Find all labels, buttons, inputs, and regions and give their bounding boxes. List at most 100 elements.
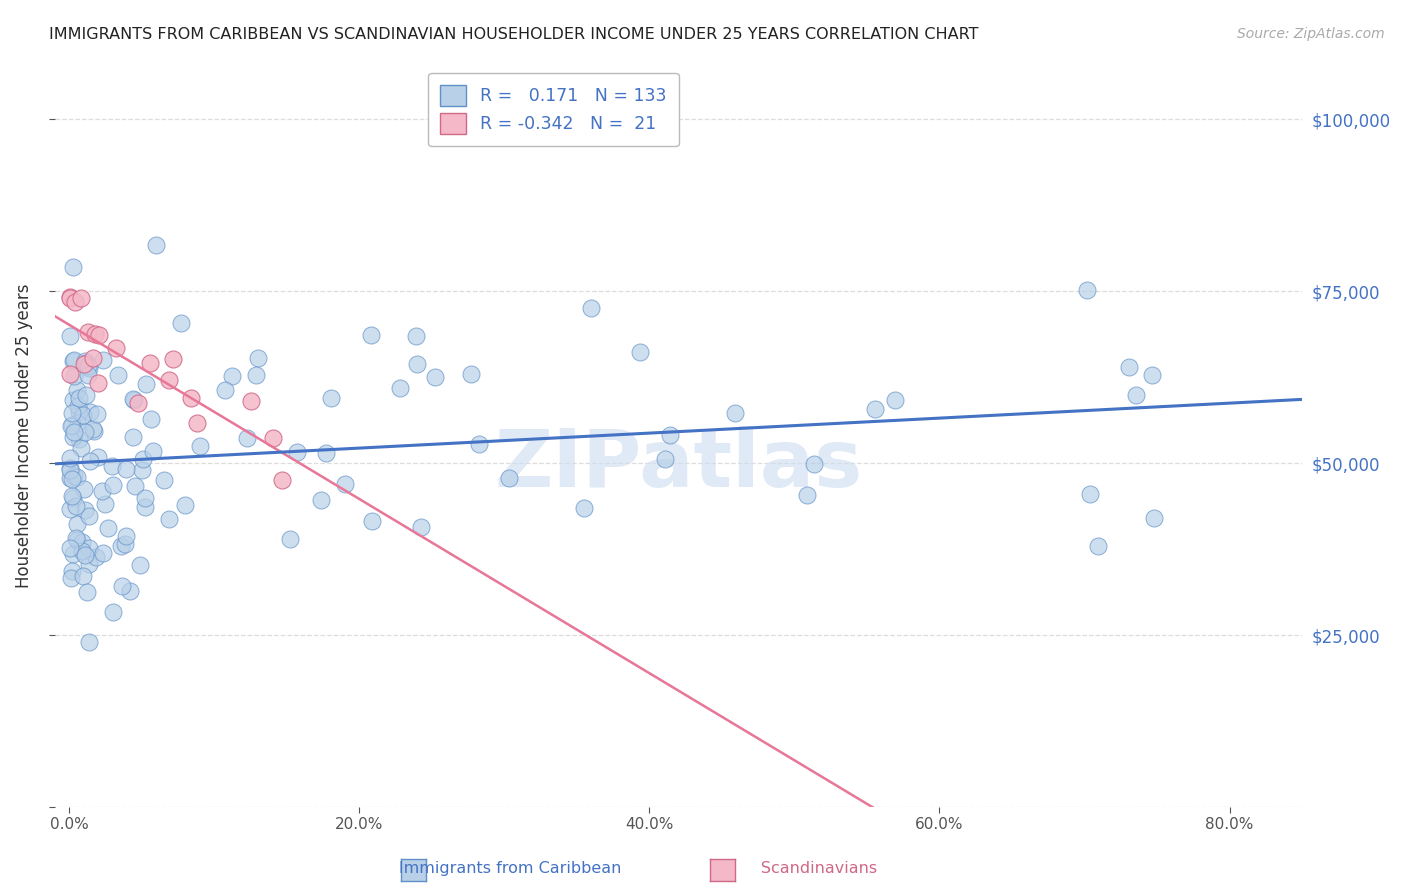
Point [86,407,108,421]
Point [262,431,284,445]
Text: Source: ZipAtlas.com: Source: ZipAtlas.com [1237,27,1385,41]
Point [180,391,202,405]
Point [468,436,491,450]
Point [131,463,153,477]
Point [104,341,127,355]
Point [69,291,91,305]
Point [79,454,101,468]
Point [1078,487,1101,501]
Point [135,377,157,392]
Point [59,541,82,556]
Point [77,359,100,373]
Point [142,444,165,458]
Point [120,584,142,599]
Point [66,383,89,397]
Point [333,477,356,491]
Point [91,353,114,368]
Point [321,392,343,406]
Point [423,370,446,384]
Point [97,521,120,535]
Point [162,351,184,366]
Point [405,329,427,343]
Point [654,452,676,467]
Point [59,367,82,381]
Point [101,605,124,619]
Point [87,376,110,390]
Point [63,353,86,368]
Legend: R =   0.171   N = 133, R = -0.342   N =  21: R = 0.171 N = 133, R = -0.342 N = 21 [429,73,679,146]
Point [124,478,146,492]
Point [361,514,384,528]
Point [59,291,82,305]
Point [111,579,134,593]
Point [75,503,97,517]
Point [122,430,145,444]
Point [63,469,86,483]
Point [153,473,176,487]
Point [863,402,886,417]
Point [59,501,82,516]
Point [214,384,236,398]
Point [79,405,101,419]
Point [59,471,82,485]
Point [76,584,98,599]
Point [572,501,595,516]
Point [73,425,96,439]
Point [1087,540,1109,554]
Point [65,533,87,548]
Point [65,470,87,484]
Point [246,351,269,365]
Point [63,294,86,309]
Y-axis label: Householder Income Under 25 years: Householder Income Under 25 years [15,284,32,588]
Point [107,368,129,382]
Point [59,461,82,475]
Point [73,482,96,496]
Point [72,408,94,422]
Point [84,549,107,564]
Point [235,431,257,445]
Point [221,369,243,384]
Point [77,541,100,555]
Point [134,491,156,505]
Point [83,424,105,438]
Point [77,557,100,571]
Point [100,458,122,473]
Point [66,416,89,430]
Point [145,237,167,252]
Point [188,439,211,453]
Point [59,450,82,465]
Text: IMMIGRANTS FROM CARIBBEAN VS SCANDINAVIAN HOUSEHOLDER INCOME UNDER 25 YEARS CORR: IMMIGRANTS FROM CARIBBEAN VS SCANDINAVIA… [49,27,979,42]
Point [240,394,263,409]
Point [90,484,112,499]
Point [83,326,105,341]
Point [65,499,87,513]
Point [115,462,138,476]
Point [406,357,429,371]
Point [170,316,193,330]
Point [724,406,747,420]
Point [63,425,86,439]
Point [1118,359,1140,374]
Point [245,368,267,383]
Point [65,531,87,545]
Point [309,493,332,508]
Point [67,405,90,419]
Point [127,396,149,410]
Text: Immigrants from Caribbean: Immigrants from Caribbean [363,861,621,876]
Point [131,452,153,467]
Point [73,353,96,368]
Point [62,430,84,444]
Point [803,458,825,472]
Point [1125,388,1147,402]
Point [139,411,162,425]
Point [285,445,308,459]
Text: ZIPatlas: ZIPatlas [495,426,862,504]
Point [110,539,132,553]
Point [498,470,520,484]
Point [77,368,100,383]
Point [658,427,681,442]
Point [1076,283,1098,297]
Point [60,565,83,579]
Point [77,325,100,339]
Point [89,328,111,343]
